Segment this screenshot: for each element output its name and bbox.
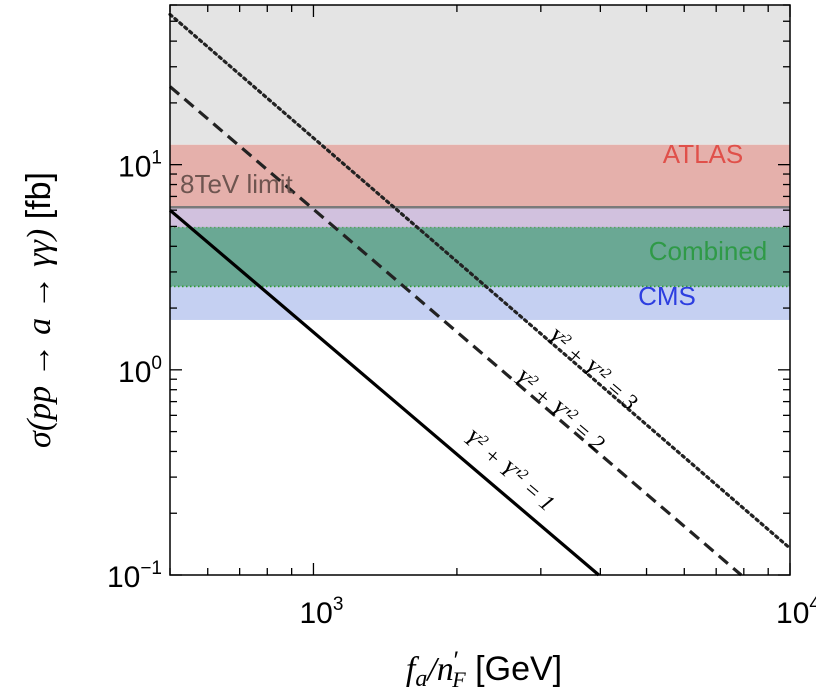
series-line-2 [168,85,743,577]
limit-line-label: 8TeV limit [180,169,293,199]
series-line-3 [168,12,792,550]
y-tick-label: 10−1 [107,558,162,594]
band-label-atlas: ATLAS [663,139,743,169]
band-overlap [170,207,790,228]
y-tick-label: 100 [118,353,162,389]
y-axis-label: σ(pp → a → γγ) [fb] [20,172,58,448]
bands-layer [170,5,790,320]
band-top-grey [170,5,790,145]
x-axis-label: fa/n′ F [GeV] [406,647,562,692]
y-tick-label: 101 [118,148,162,184]
ticks-layer: 103 104 10−1 100 101 [107,4,816,630]
series-line-1 [168,208,600,577]
band-label-cms: CMS [638,281,696,311]
band-label-combined: Combined [649,236,768,266]
curves-layer [168,12,792,577]
x-tick-label: 103 [299,594,343,630]
plot-frame [169,4,791,576]
x-tick-label: 104 [776,594,816,630]
band-combined [170,227,790,287]
